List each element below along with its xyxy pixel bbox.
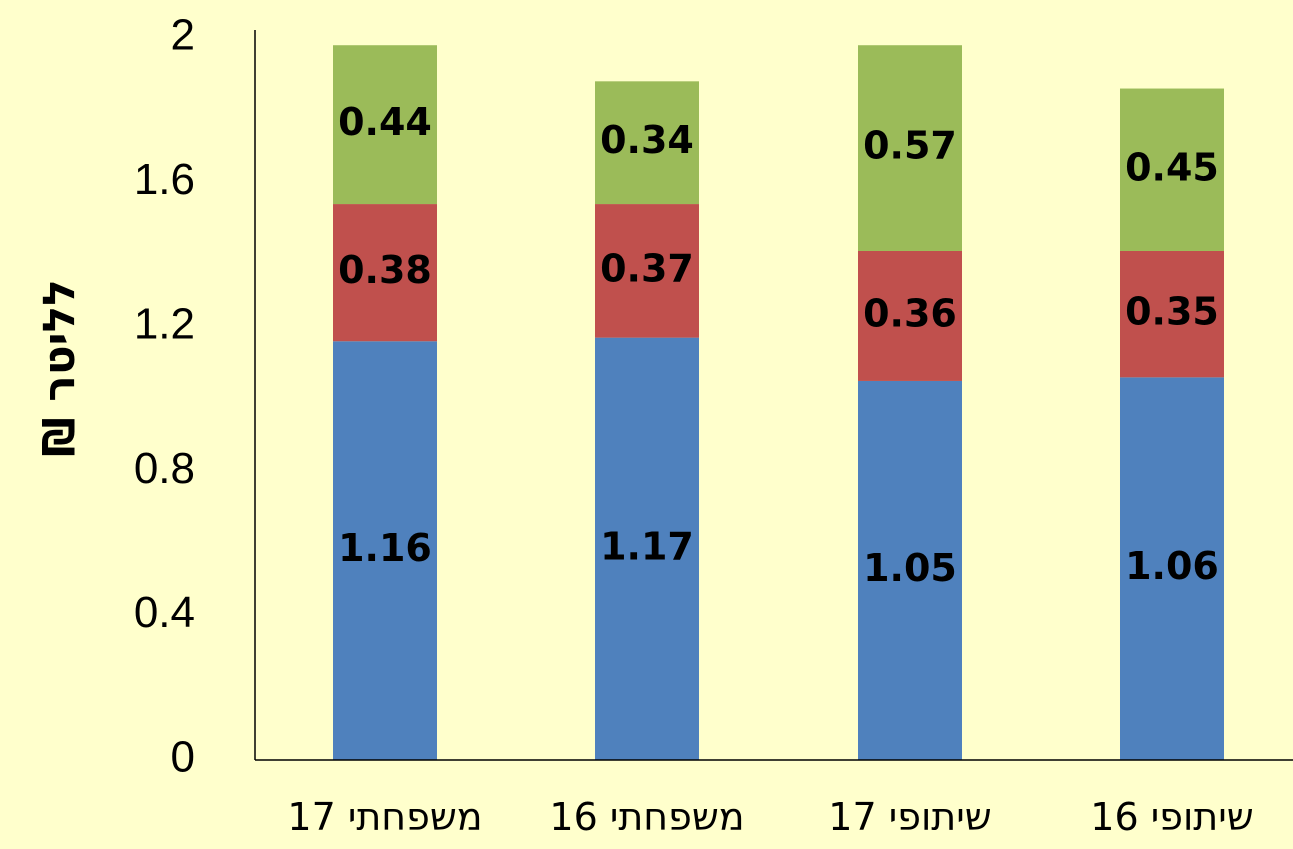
bar-segment	[595, 204, 699, 338]
y-tick-label: 1.2	[134, 299, 195, 348]
data-label: 0.44	[338, 100, 432, 144]
y-axis-title: ₪ לליטר	[34, 279, 85, 457]
bar-segment	[858, 380, 962, 760]
bar-segment	[595, 337, 699, 760]
data-label: 1.16	[338, 526, 432, 570]
data-label: 1.06	[1125, 544, 1219, 588]
y-tick-label: 0	[171, 733, 195, 782]
bar-segment	[1120, 250, 1224, 378]
bar-segment	[1120, 88, 1224, 251]
y-tick-label: 0.8	[134, 444, 195, 493]
x-tick-label: משפחתי 16	[549, 795, 744, 839]
bar-segment	[595, 81, 699, 205]
bar-segment	[858, 45, 962, 251]
y-tick-label: 0.4	[134, 588, 195, 637]
bar-segment	[858, 250, 962, 381]
x-tick-label: שיתופי 16	[1090, 795, 1253, 839]
data-label: 0.38	[338, 248, 432, 292]
data-label: 0.45	[1125, 145, 1219, 189]
bar-segment	[333, 45, 437, 205]
bar-segment	[333, 204, 437, 342]
data-label: 1.17	[600, 524, 694, 568]
data-label: 1.05	[863, 546, 957, 590]
bars-layer	[333, 45, 1224, 760]
data-labels-layer: 1.16 0.38 0.44 1.17 0.37 0.34 1.05 0.36 0.57 1.06…	[338, 100, 1219, 590]
data-label: 0.37	[600, 246, 694, 290]
data-label: 0.57	[863, 124, 957, 168]
x-tick-label: שיתופי 17	[828, 795, 991, 839]
y-tick-label: 2	[171, 11, 195, 60]
x-tick-labels: משפחתי 17 משפחתי 16 שיתופי 17 שיתופי 16	[287, 795, 1253, 839]
x-tick-label: משפחתי 17	[287, 795, 482, 839]
data-label: 0.36	[863, 291, 957, 335]
y-tick-labels: 0 0.4 0.8 1.2 1.6 2	[134, 11, 195, 782]
data-label: 0.35	[1125, 290, 1219, 334]
data-label: 0.34	[600, 118, 694, 162]
bar-segment	[333, 341, 437, 760]
y-tick-label: 1.6	[134, 155, 195, 204]
bar-segment	[1120, 377, 1224, 760]
